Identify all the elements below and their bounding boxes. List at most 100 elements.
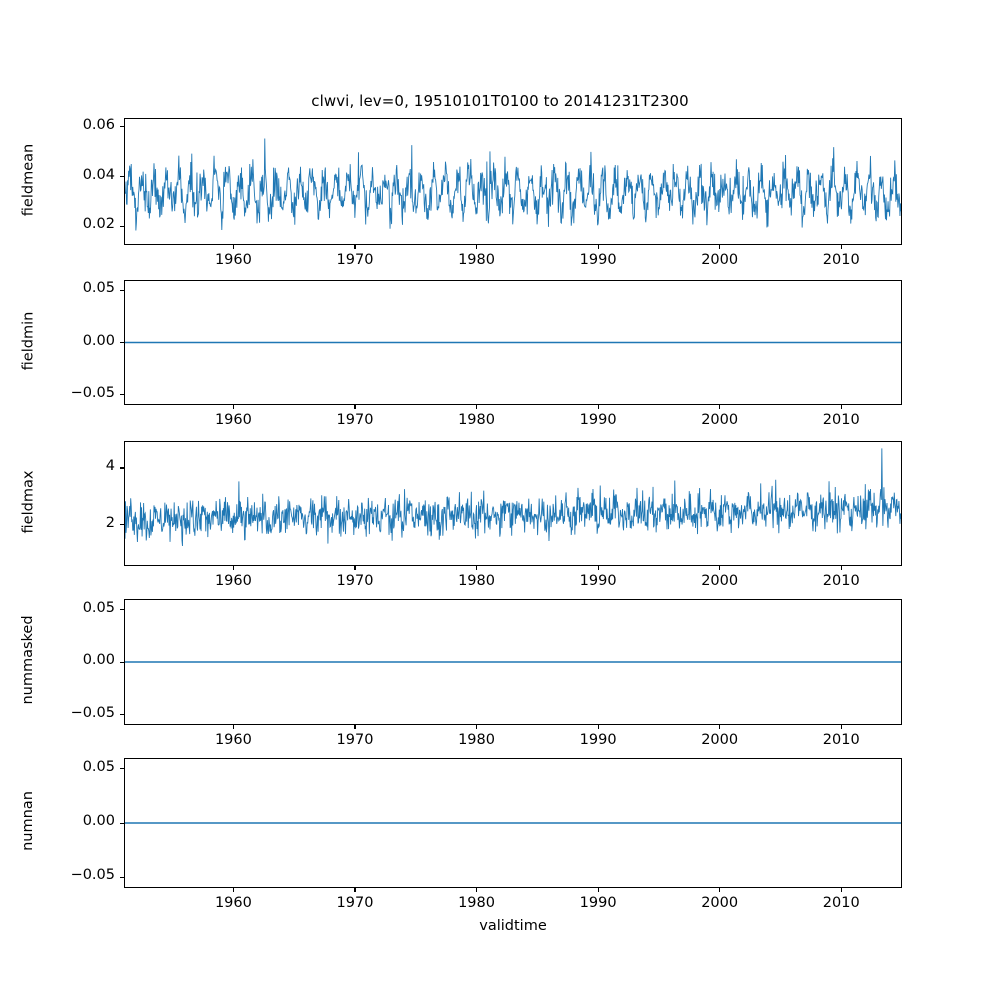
panel-nummasked [124,599,902,725]
xtick-mark-nummasked-1 [354,725,356,729]
y-axis-label-numnan: numnan [20,791,36,851]
ytick-label-fieldmean-1: 0.04 [82,166,115,183]
xtick-label-fieldmax-0: 1960 [214,573,252,589]
xtick-mark-nummasked-4 [719,725,721,729]
ytick-mark-nummasked-0 [120,714,124,716]
xtick-label-nummasked-1: 1970 [336,732,374,748]
ytick-mark-fieldmean-0 [120,225,124,227]
axes-frame-numnan [124,758,902,888]
xtick-label-fieldmax-1: 1970 [336,573,374,589]
ytick-label-fieldmax-1: 4 [105,457,115,474]
xtick-mark-fieldmax-3 [597,566,599,570]
panel-numnan [124,758,902,888]
xtick-mark-fieldmean-5 [840,245,842,249]
xtick-mark-numnan-2 [476,888,478,892]
xtick-label-nummasked-2: 1980 [458,732,495,748]
ytick-mark-fieldmax-0 [120,524,124,526]
xtick-mark-nummasked-5 [840,725,842,729]
xtick-mark-fieldmean-2 [476,245,478,249]
axes-frame-nummasked [124,599,902,725]
series-fieldmean [125,138,901,231]
xtick-mark-fieldmax-2 [476,566,478,570]
xtick-label-numnan-2: 1980 [458,895,495,911]
series-fieldmin [125,341,901,344]
xtick-label-fieldmin-5: 2010 [822,412,860,428]
xtick-label-nummasked-5: 2010 [822,732,860,748]
axes-frame-fieldmin [124,280,902,405]
xtick-mark-numnan-1 [354,888,356,892]
series-fieldmax [125,448,901,547]
series-nummasked [125,661,901,663]
xtick-mark-fieldmax-5 [840,566,842,570]
ytick-label-numnan-2: 0.05 [82,758,115,775]
ytick-mark-fieldmin-0 [120,394,124,396]
ytick-mark-numnan-0 [120,876,124,878]
figure-title: clwvi, lev=0, 19510101T0100 to 20141231T… [311,92,689,110]
xtick-label-nummasked-3: 1990 [579,732,617,748]
y-axis-label-fieldmin: fieldmin [20,311,36,370]
ytick-mark-fieldmin-1 [120,342,124,344]
xtick-mark-nummasked-0 [232,725,234,729]
ytick-mark-nummasked-1 [120,661,124,663]
xtick-label-fieldmin-1: 1970 [336,412,374,428]
xtick-mark-fieldmin-4 [719,405,721,409]
xtick-label-nummasked-0: 1960 [214,732,252,748]
xtick-mark-fieldmean-1 [354,245,356,249]
xtick-mark-numnan-0 [232,888,234,892]
xtick-label-fieldmean-5: 2010 [822,252,860,268]
xtick-label-fieldmean-3: 1990 [579,252,617,268]
ytick-mark-numnan-2 [120,768,124,770]
xtick-mark-fieldmin-5 [840,405,842,409]
panel-fieldmax [124,441,902,566]
xtick-label-fieldmean-4: 2000 [701,252,739,268]
xtick-mark-fieldmin-1 [354,405,356,409]
axes-frame-fieldmax [124,441,902,566]
ytick-label-nummasked-2: 0.05 [82,599,115,616]
xtick-label-numnan-0: 1960 [214,895,252,911]
xtick-mark-numnan-4 [719,888,721,892]
xtick-mark-numnan-5 [840,888,842,892]
xtick-mark-fieldmax-0 [232,566,234,570]
ytick-mark-fieldmax-1 [120,467,124,469]
xtick-mark-nummasked-3 [597,725,599,729]
ytick-label-fieldmin-2: 0.05 [82,280,115,297]
ytick-label-fieldmin-1: 0.00 [82,332,115,349]
xtick-label-numnan-4: 2000 [701,895,739,911]
ytick-label-fieldmax-0: 2 [105,514,115,531]
series-numnan [125,822,901,824]
y-axis-label-fieldmean: fieldmean [20,143,36,216]
x-axis-label: validtime [479,918,547,934]
xtick-label-fieldmin-0: 1960 [214,412,252,428]
xtick-mark-fieldmin-3 [597,405,599,409]
xtick-mark-fieldmean-3 [597,245,599,249]
ytick-label-numnan-0: −0.05 [70,867,115,884]
ytick-mark-fieldmean-1 [120,176,124,178]
xtick-label-fieldmax-4: 2000 [701,573,739,589]
ytick-label-fieldmean-2: 0.06 [82,116,115,133]
xtick-label-fieldmean-1: 1970 [336,252,374,268]
xtick-mark-fieldmean-0 [232,245,234,249]
ytick-mark-numnan-1 [120,822,124,824]
xtick-label-fieldmax-5: 2010 [822,573,860,589]
ytick-mark-nummasked-2 [120,609,124,611]
xtick-label-fieldmin-2: 1980 [458,412,495,428]
axes-frame-fieldmean [124,118,902,245]
xtick-label-numnan-3: 1990 [579,895,617,911]
xtick-label-fieldmean-0: 1960 [214,252,252,268]
xtick-mark-fieldmax-4 [719,566,721,570]
xtick-label-fieldmin-3: 1990 [579,412,617,428]
xtick-label-nummasked-4: 2000 [701,732,739,748]
y-axis-label-fieldmax: fieldmax [20,470,36,533]
xtick-label-numnan-5: 2010 [822,895,860,911]
ytick-label-nummasked-1: 0.00 [82,652,115,668]
xtick-label-numnan-1: 1970 [336,895,374,911]
xtick-mark-nummasked-2 [476,725,478,729]
xtick-mark-numnan-3 [597,888,599,892]
xtick-mark-fieldmean-4 [719,245,721,249]
ytick-mark-fieldmean-2 [120,126,124,128]
ytick-mark-fieldmin-2 [120,289,124,291]
xtick-mark-fieldmin-0 [232,405,234,409]
ytick-label-nummasked-0: −0.05 [70,704,115,721]
xtick-label-fieldmax-2: 1980 [458,573,495,589]
